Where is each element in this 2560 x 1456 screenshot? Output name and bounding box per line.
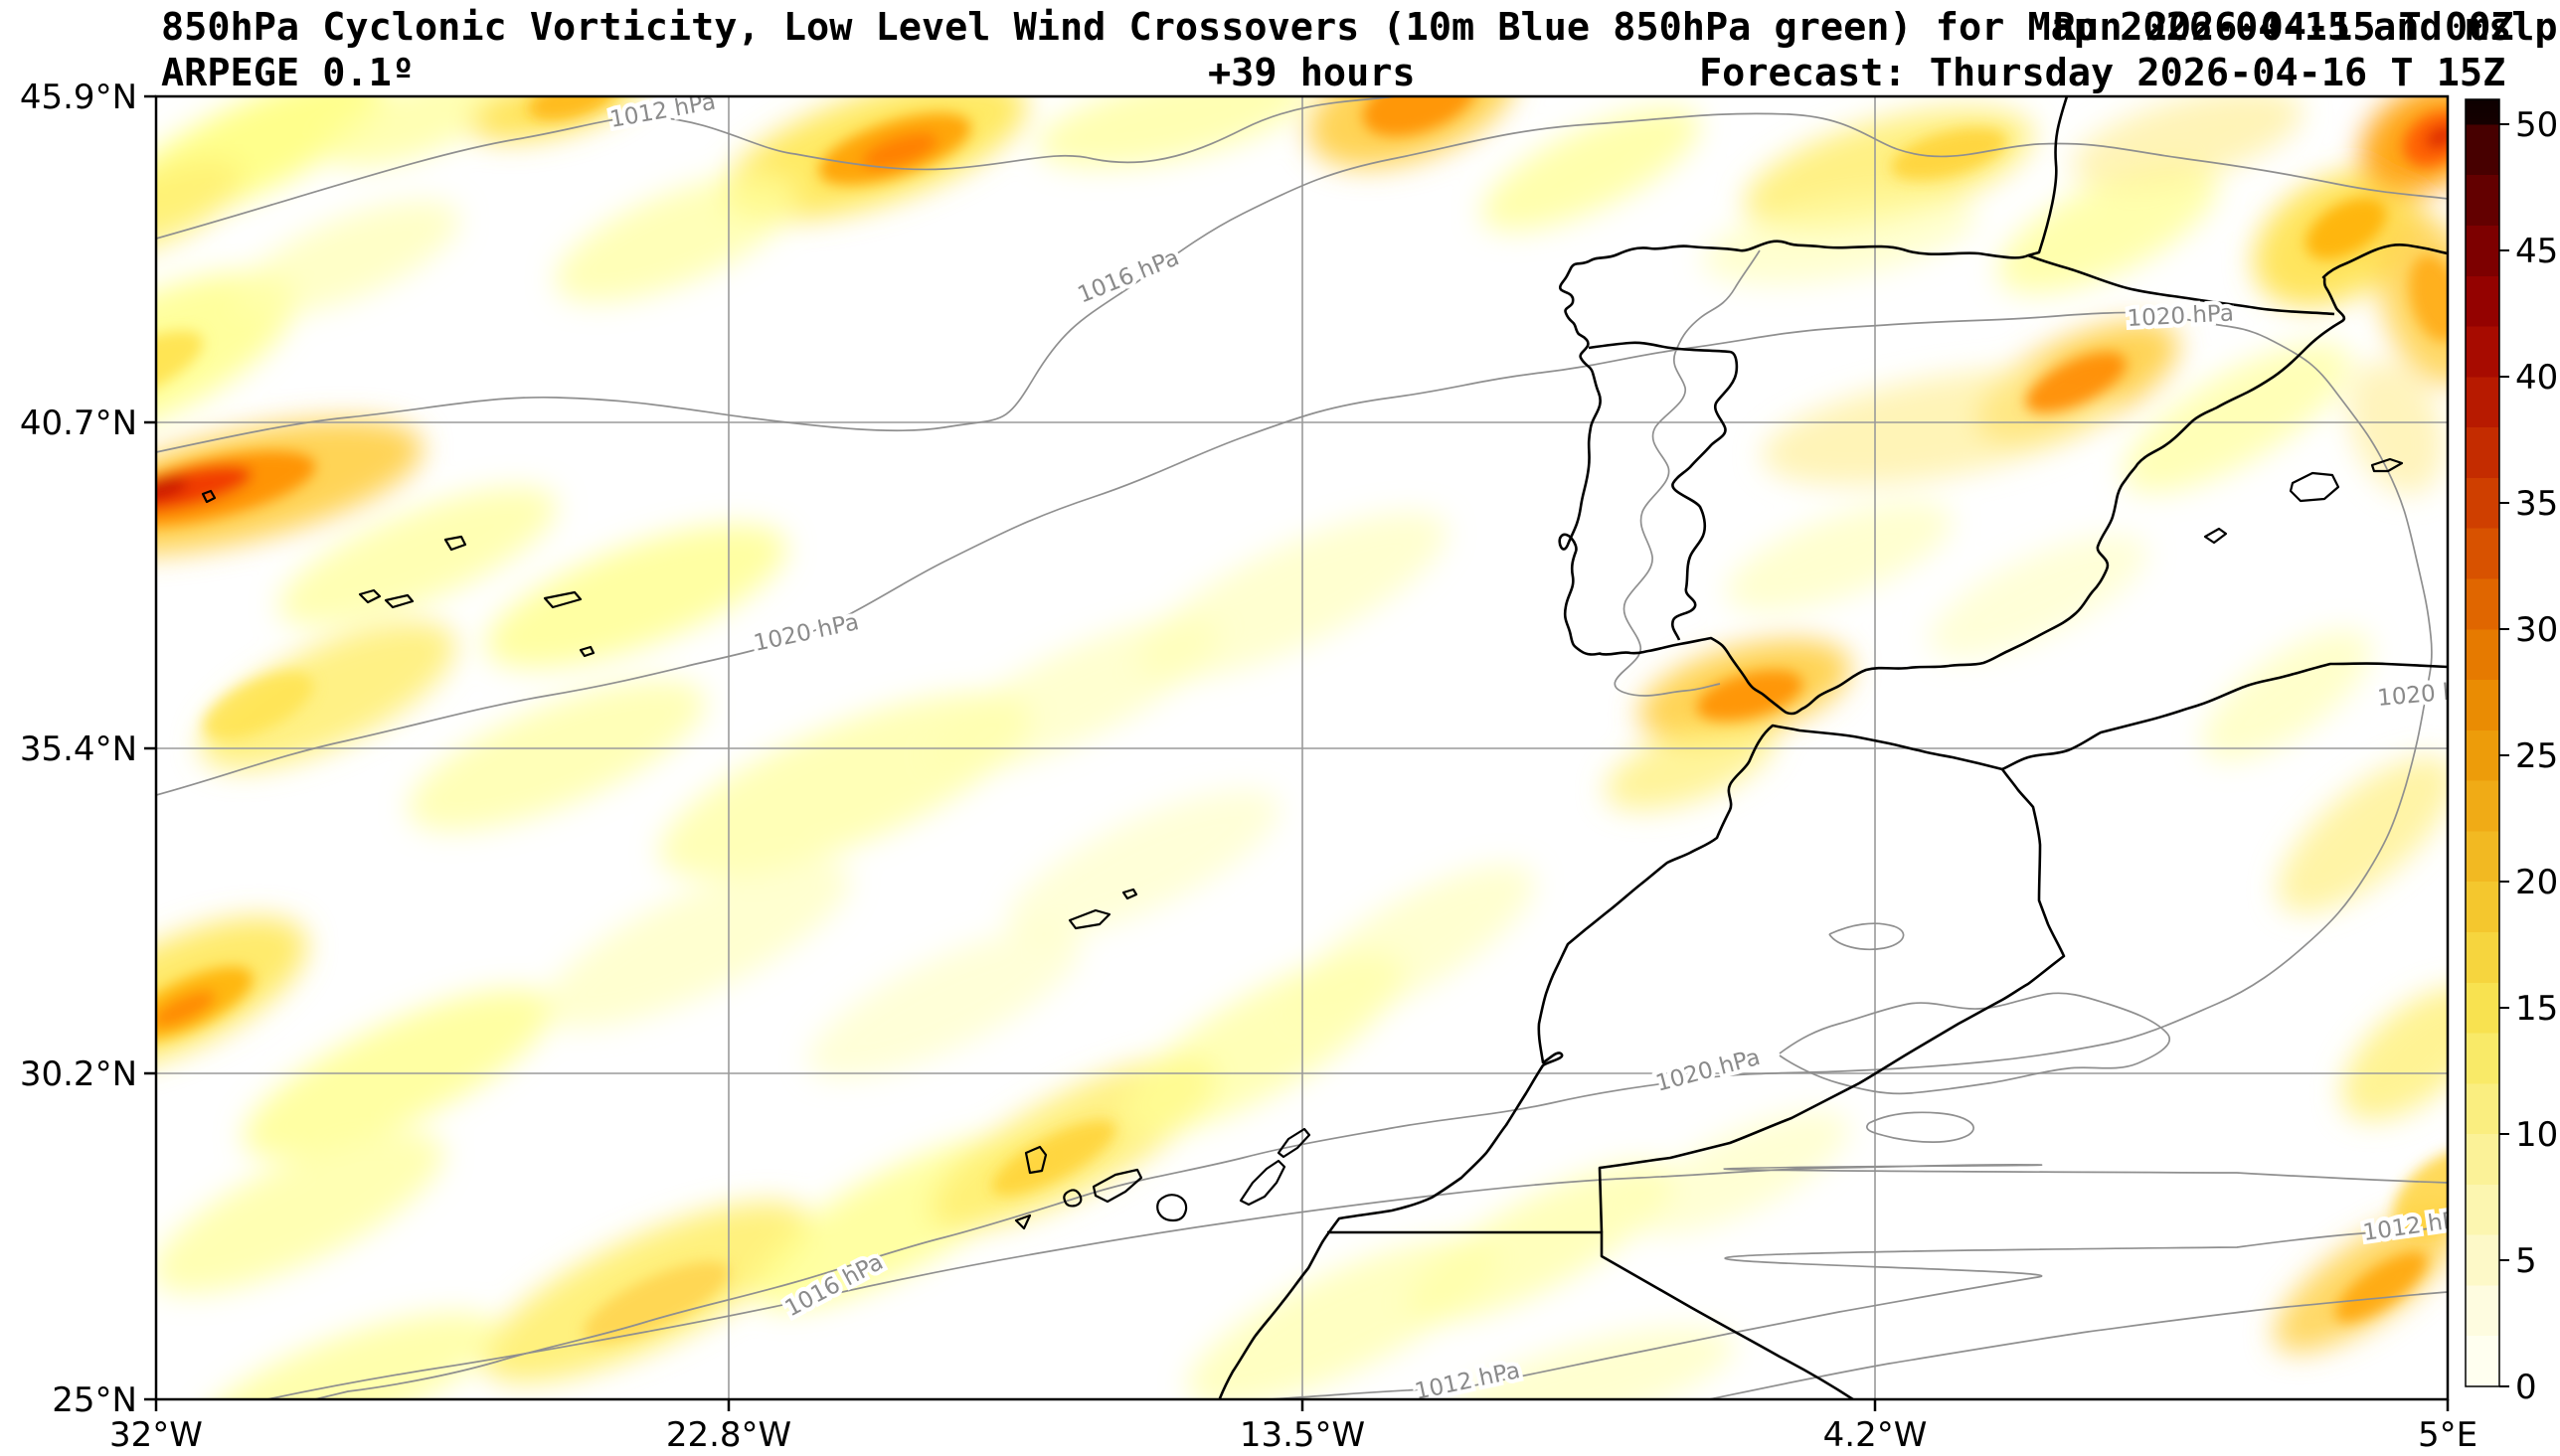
island-ibiza [2203,527,2228,545]
colorbar-ticks [2499,123,2509,1387]
isobar-label: 1020 hPa [1653,1045,1763,1097]
colorbar-tick-label: 25 [2515,736,2558,776]
vorticity-field-cores [156,96,2448,1343]
coast-north-africa [1218,662,2448,1399]
island-el-hierro [1014,1213,1032,1230]
island-la-gomera [1063,1189,1083,1208]
islands [201,457,2404,1230]
island-azores-flores [201,489,217,504]
grid-lines [156,96,2448,1399]
coastlines [1218,96,2448,1399]
y-tick-label: 25°N [52,1380,137,1420]
colorbar-tick-label: 0 [2515,1368,2537,1407]
island-azores-pico [384,593,415,609]
isobar-1016-south [262,1163,2448,1399]
x-tick-label: 13.5°W [1240,1415,1365,1455]
y-tick-label: 40.7°N [20,404,137,443]
axis-ticks [144,94,2450,1411]
x-axis: 32°W 22.8°W 13.5°W 4.2°W 5°E [109,1415,2477,1455]
x-tick-label: 5°E [2418,1415,2477,1455]
border-spain-portugal [1588,341,1739,641]
y-tick-label: 30.2°N [20,1054,137,1094]
colorbar-tick-label: 50 [2515,105,2558,145]
vorticity-field-soft [156,96,2448,1399]
colorbar-labels: 50 45 40 35 30 25 20 15 10 5 0 [2515,105,2558,1407]
isobar-1012-north [156,96,1405,240]
colorbar-tick-label: 35 [2515,484,2558,524]
isobar-1016-north [156,112,2448,453]
island-porto-santo [1121,888,1138,900]
island-lanzarote [1277,1127,1311,1159]
colorbar-tick-label: 45 [2515,232,2558,271]
island-azores-faial [358,588,382,604]
border-morocco-algeria [1598,768,2066,1233]
island-azores-saomiguel [543,590,583,609]
x-tick-label: 32°W [109,1415,203,1455]
lead-time-label: +39 hours [1208,51,1416,95]
isobar-iberia-ridge [1614,249,1761,697]
colorbar-tick-label: 20 [2515,863,2558,902]
colorbar-gradient [2465,98,2500,1387]
forecast-label: Forecast: Thursday 2026-04-16 T 15Z [1699,51,2506,95]
model-label: ARPEGE 0.1º [161,51,415,95]
island-tenerife [1092,1168,1143,1204]
isobar-label: 1016 hPa [1075,244,1183,308]
isobar-contours [156,96,2448,1399]
island-gran-canaria [1156,1194,1188,1222]
island-azores-terceira [443,535,467,552]
y-axis: 45.9°N 40.7°N 35.4°N 30.2°N 25°N [20,78,137,1420]
x-tick-label: 22.8°W [666,1415,791,1455]
colorbar-tick-label: 5 [2515,1241,2537,1281]
isobar-rif-squiggle [1828,922,1905,951]
border-pyrenees [2027,253,2335,316]
isobar-atlas-loop [1779,992,2170,1095]
island-azores-santamaria [579,645,596,658]
y-tick-label: 35.4°N [20,729,137,769]
island-la-palma [1024,1145,1048,1175]
run-label-overlay: Run 2026-04-15 T 00Z [2053,5,2514,50]
island-madeira [1068,908,1111,930]
colorbar-tick-label: 15 [2515,989,2558,1029]
colorbar-tick-label: 40 [2515,358,2558,398]
x-tick-label: 4.2°W [1823,1415,1928,1455]
isobar-1012-south [1259,1225,2448,1399]
island-menorca [2370,457,2404,473]
isobar-atlas-squiggle [1866,1111,1974,1143]
coast-iberia-france [1558,96,2448,716]
isobar-1012-south-2 [1705,1291,2448,1399]
island-fuerteventura [1239,1159,1286,1207]
colorbar: 50 45 40 35 30 25 20 15 10 5 0 [2465,98,2558,1407]
island-mallorca [2289,471,2340,503]
page-title: 850hPa Cyclonic Vorticity, Low Level Win… [161,5,2558,50]
colorbar-tick-label: 10 [2515,1115,2558,1155]
y-tick-label: 45.9°N [20,78,137,117]
isobar-label: 1020 hPa [752,609,861,657]
isobar-label: 1020 hPa [2127,300,2235,332]
colorbar-tick-label: 30 [2515,610,2558,650]
border-w-sahara [1327,1230,1856,1399]
isobar-1020-main [156,311,2433,1399]
